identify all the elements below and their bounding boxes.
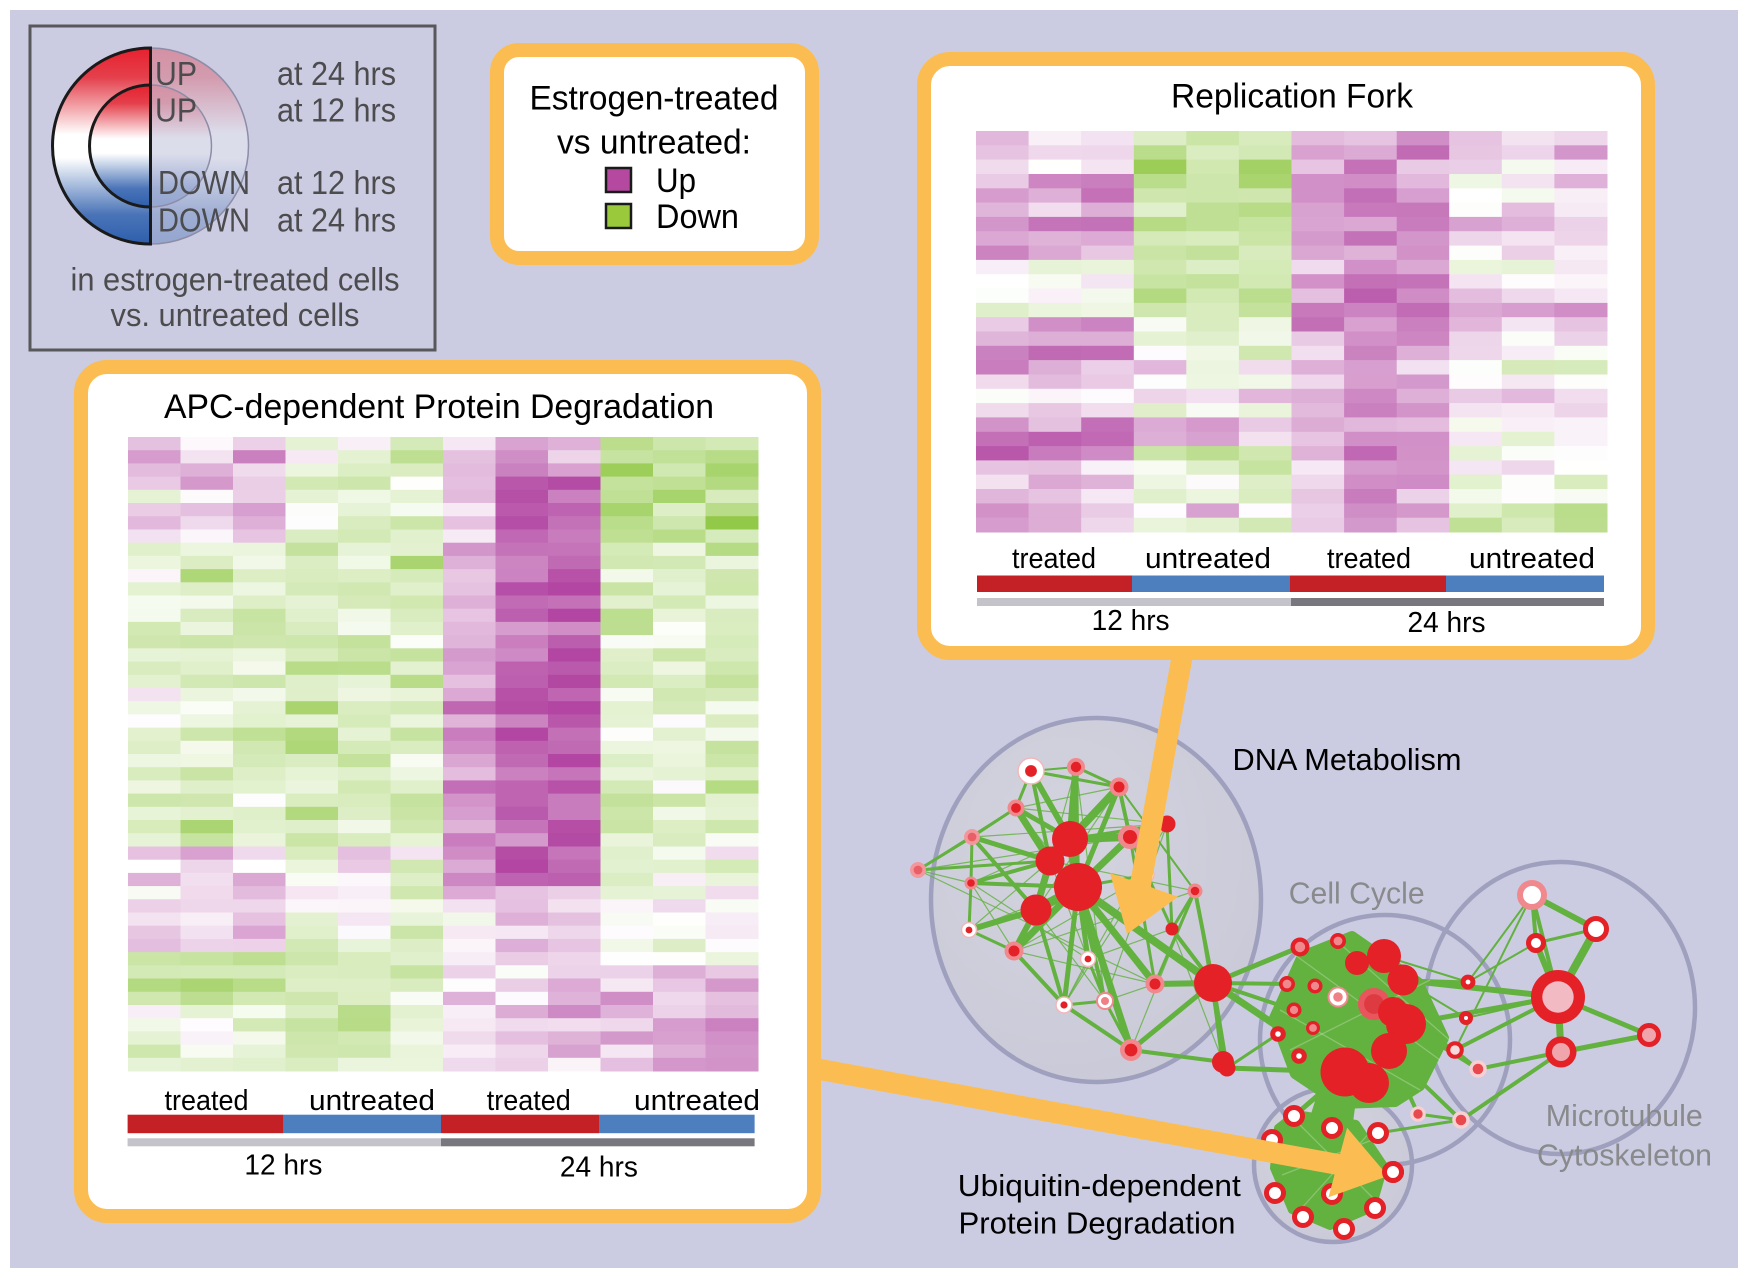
svg-text:DOWN: DOWN xyxy=(158,164,250,201)
svg-text:Cytoskeleton: Cytoskeleton xyxy=(1537,1137,1712,1172)
svg-text:12 hrs: 12 hrs xyxy=(1092,605,1170,637)
svg-text:at 24 hrs: at 24 hrs xyxy=(277,202,396,239)
svg-text:at 24 hrs: at 24 hrs xyxy=(277,55,396,92)
svg-text:treated: treated xyxy=(165,1085,249,1117)
svg-text:12 hrs: 12 hrs xyxy=(244,1150,322,1182)
svg-text:treated: treated xyxy=(1327,543,1411,575)
svg-text:at 12 hrs: at 12 hrs xyxy=(277,164,396,201)
svg-text:treated: treated xyxy=(1012,543,1096,575)
svg-text:UP: UP xyxy=(155,55,197,92)
svg-text:Protein Degradation: Protein Degradation xyxy=(959,1206,1236,1241)
svg-text:Microtubule: Microtubule xyxy=(1546,1098,1703,1133)
svg-text:Up: Up xyxy=(656,162,696,200)
svg-text:APC-dependent Protein Degradat: APC-dependent Protein Degradation xyxy=(164,388,714,426)
svg-text:Ubiquitin-dependent: Ubiquitin-dependent xyxy=(958,1168,1241,1203)
svg-text:DOWN: DOWN xyxy=(158,202,250,239)
svg-text:DNA Metabolism: DNA Metabolism xyxy=(1233,742,1462,777)
svg-text:UP: UP xyxy=(155,91,197,128)
svg-text:untreated: untreated xyxy=(1469,543,1595,575)
svg-text:untreated: untreated xyxy=(1145,543,1271,575)
svg-text:Down: Down xyxy=(656,198,739,236)
svg-text:vs untreated:: vs untreated: xyxy=(557,123,751,161)
svg-text:untreated: untreated xyxy=(309,1085,435,1117)
svg-text:at 12 hrs: at 12 hrs xyxy=(277,91,396,128)
svg-text:24 hrs: 24 hrs xyxy=(1408,607,1486,639)
svg-text:treated: treated xyxy=(487,1085,571,1117)
svg-text:vs. untreated cells: vs. untreated cells xyxy=(111,297,360,333)
svg-text:24 hrs: 24 hrs xyxy=(560,1152,638,1184)
svg-text:Estrogen-treated: Estrogen-treated xyxy=(530,79,779,117)
svg-text:Replication Fork: Replication Fork xyxy=(1171,78,1414,116)
svg-text:untreated: untreated xyxy=(634,1085,760,1117)
svg-text:Cell Cycle: Cell Cycle xyxy=(1289,876,1425,911)
svg-text:in estrogen-treated cells: in estrogen-treated cells xyxy=(71,261,400,297)
